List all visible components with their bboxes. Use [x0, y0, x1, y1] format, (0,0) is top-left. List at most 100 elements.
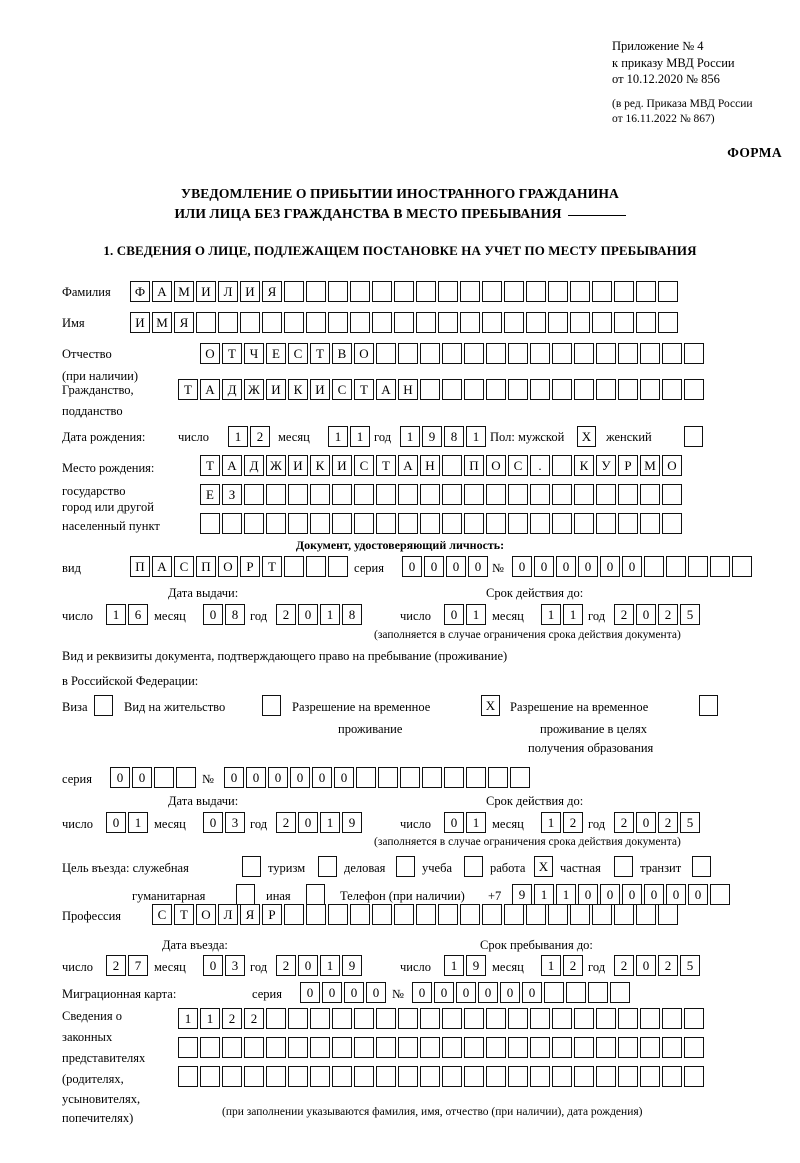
char-cell[interactable]: [266, 484, 286, 505]
char-cell[interactable]: [486, 484, 506, 505]
char-cell[interactable]: 9: [342, 955, 362, 976]
char-cell[interactable]: 1: [541, 955, 561, 976]
char-cell[interactable]: И: [288, 455, 308, 476]
char-cell[interactable]: [284, 312, 304, 333]
legal-rep-row-2-cells[interactable]: [178, 1037, 704, 1058]
char-cell[interactable]: [378, 767, 398, 788]
char-cell[interactable]: 1: [556, 884, 576, 905]
char-cell[interactable]: [354, 1008, 374, 1029]
char-cell[interactable]: [356, 767, 376, 788]
purpose-private-checkbox[interactable]: [614, 856, 633, 877]
char-cell[interactable]: [288, 484, 308, 505]
char-cell[interactable]: [176, 767, 196, 788]
char-cell[interactable]: [464, 343, 484, 364]
char-cell[interactable]: [438, 281, 458, 302]
char-cell[interactable]: А: [152, 556, 172, 577]
char-cell[interactable]: 2: [614, 812, 634, 833]
char-cell[interactable]: [416, 312, 436, 333]
char-cell[interactable]: [640, 1066, 660, 1087]
purpose-humanitarian-checkbox[interactable]: [236, 884, 255, 905]
char-cell[interactable]: Я: [174, 312, 194, 333]
char-cell[interactable]: [420, 1066, 440, 1087]
char-cell[interactable]: [552, 513, 572, 534]
char-cell[interactable]: 8: [225, 604, 245, 625]
char-cell[interactable]: Д: [222, 379, 242, 400]
char-cell[interactable]: Т: [376, 455, 396, 476]
char-cell[interactable]: Я: [240, 904, 260, 925]
char-cell[interactable]: [662, 343, 682, 364]
char-cell[interactable]: [284, 556, 304, 577]
char-cell[interactable]: [310, 1008, 330, 1029]
char-cell[interactable]: [354, 1037, 374, 1058]
char-cell[interactable]: 5: [680, 604, 700, 625]
char-cell[interactable]: 2: [244, 1008, 264, 1029]
char-cell[interactable]: [662, 1066, 682, 1087]
char-cell[interactable]: [442, 513, 462, 534]
char-cell[interactable]: 3: [225, 812, 245, 833]
char-cell[interactable]: 0: [600, 884, 620, 905]
char-cell[interactable]: 0: [290, 767, 310, 788]
char-cell[interactable]: [510, 767, 530, 788]
char-cell[interactable]: [530, 343, 550, 364]
char-cell[interactable]: 1: [541, 812, 561, 833]
char-cell[interactable]: [244, 484, 264, 505]
char-cell[interactable]: [566, 982, 586, 1003]
char-cell[interactable]: 0: [203, 604, 223, 625]
char-cell[interactable]: [640, 343, 660, 364]
char-cell[interactable]: [552, 379, 572, 400]
char-cell[interactable]: С: [174, 556, 194, 577]
char-cell[interactable]: [222, 513, 242, 534]
char-cell[interactable]: [420, 343, 440, 364]
char-cell[interactable]: [394, 904, 414, 925]
char-cell[interactable]: 0: [444, 604, 464, 625]
char-cell[interactable]: [398, 1066, 418, 1087]
char-cell[interactable]: К: [574, 455, 594, 476]
char-cell[interactable]: [442, 343, 462, 364]
char-cell[interactable]: 1: [178, 1008, 198, 1029]
char-cell[interactable]: 0: [312, 767, 332, 788]
char-cell[interactable]: [244, 1037, 264, 1058]
char-cell[interactable]: [596, 343, 616, 364]
char-cell[interactable]: 0: [444, 812, 464, 833]
char-cell[interactable]: Р: [618, 455, 638, 476]
char-cell[interactable]: И: [266, 379, 286, 400]
char-cell[interactable]: [618, 513, 638, 534]
char-cell[interactable]: Е: [266, 343, 286, 364]
char-cell[interactable]: [640, 484, 660, 505]
char-cell[interactable]: [596, 1008, 616, 1029]
char-cell[interactable]: [596, 1066, 616, 1087]
char-cell[interactable]: [636, 281, 656, 302]
char-cell[interactable]: [354, 484, 374, 505]
char-cell[interactable]: .: [530, 455, 550, 476]
char-cell[interactable]: [400, 767, 420, 788]
char-cell[interactable]: О: [218, 556, 238, 577]
char-cell[interactable]: [266, 513, 286, 534]
char-cell[interactable]: [640, 379, 660, 400]
char-cell[interactable]: [658, 904, 678, 925]
char-cell[interactable]: [688, 556, 708, 577]
char-cell[interactable]: [442, 1037, 462, 1058]
char-cell[interactable]: [442, 1008, 462, 1029]
char-cell[interactable]: [508, 1008, 528, 1029]
char-cell[interactable]: 1: [444, 955, 464, 976]
char-cell[interactable]: С: [508, 455, 528, 476]
char-cell[interactable]: И: [240, 281, 260, 302]
char-cell[interactable]: [530, 379, 550, 400]
char-cell[interactable]: Р: [262, 904, 282, 925]
char-cell[interactable]: [464, 513, 484, 534]
char-cell[interactable]: 1: [106, 604, 126, 625]
char-cell[interactable]: [658, 281, 678, 302]
char-cell[interactable]: [218, 312, 238, 333]
char-cell[interactable]: 0: [322, 982, 342, 1003]
char-cell[interactable]: [548, 904, 568, 925]
char-cell[interactable]: 8: [342, 604, 362, 625]
